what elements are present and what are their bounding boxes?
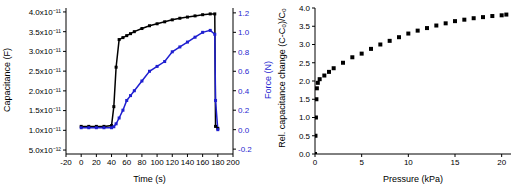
svg-text:1.0x10⁻¹¹: 1.0x10⁻¹¹ [29, 126, 62, 135]
svg-text:3.5x10⁻¹¹: 3.5x10⁻¹¹ [29, 28, 62, 37]
svg-text:40: 40 [107, 158, 116, 167]
svg-text:0.2: 0.2 [238, 106, 250, 115]
svg-text:0.5: 0.5 [299, 132, 311, 141]
svg-text:1.2: 1.2 [238, 9, 250, 18]
svg-text:0.0: 0.0 [299, 150, 311, 159]
svg-text:100: 100 [150, 158, 164, 167]
svg-text:140: 140 [181, 158, 195, 167]
html-text:Force (N): Force (N) [263, 61, 273, 99]
svg-text:2.5x10⁻¹¹: 2.5x10⁻¹¹ [29, 67, 62, 76]
svg-text:2.0x10⁻¹¹: 2.0x10⁻¹¹ [29, 87, 62, 96]
svg-text:5: 5 [359, 158, 364, 167]
svg-text:200: 200 [226, 158, 240, 167]
svg-text:4.0x10⁻¹¹: 4.0x10⁻¹¹ [29, 8, 62, 17]
svg-text:0.4: 0.4 [238, 87, 250, 96]
svg-text:3.5: 3.5 [299, 22, 311, 31]
svg-text:0.8: 0.8 [238, 48, 250, 57]
svg-text:3.0: 3.0 [299, 40, 311, 49]
svg-text:-20: -20 [60, 158, 72, 167]
svg-text:20: 20 [92, 158, 101, 167]
svg-text:120: 120 [166, 158, 180, 167]
svg-text:3.0x10⁻¹¹: 3.0x10⁻¹¹ [29, 47, 62, 56]
svg-text:1.0: 1.0 [238, 28, 250, 37]
svg-text:160: 160 [196, 158, 210, 167]
html-text:Rel. capacitance change (C-C₀): Rel. capacitance change (C-C₀)/C₀ [277, 8, 287, 148]
svg-text:1.0: 1.0 [299, 113, 311, 122]
svg-text:Time (s): Time (s) [133, 174, 166, 184]
svg-text:1.5x10⁻¹¹: 1.5x10⁻¹¹ [29, 106, 62, 115]
svg-text:0: 0 [313, 158, 318, 167]
svg-text:10: 10 [404, 158, 413, 167]
svg-text:-0.2: -0.2 [238, 145, 252, 154]
svg-text:60: 60 [122, 158, 131, 167]
svg-text:0.6: 0.6 [238, 67, 250, 76]
svg-text:0: 0 [79, 158, 84, 167]
svg-text:Pressure (kPa): Pressure (kPa) [383, 174, 443, 184]
svg-text:15: 15 [451, 158, 460, 167]
svg-text:1.5: 1.5 [299, 95, 311, 104]
svg-text:2.0: 2.0 [299, 77, 311, 86]
svg-text:4.0: 4.0 [299, 4, 311, 13]
html-text:Capacitance (F): Capacitance (F) [2, 48, 12, 112]
svg-text:20: 20 [497, 158, 506, 167]
svg-text:5.0x10⁻¹²: 5.0x10⁻¹² [29, 146, 62, 155]
svg-text:2.5: 2.5 [299, 59, 311, 68]
svg-text:0.0: 0.0 [238, 126, 250, 135]
svg-text:180: 180 [211, 158, 225, 167]
svg-text:80: 80 [137, 158, 146, 167]
